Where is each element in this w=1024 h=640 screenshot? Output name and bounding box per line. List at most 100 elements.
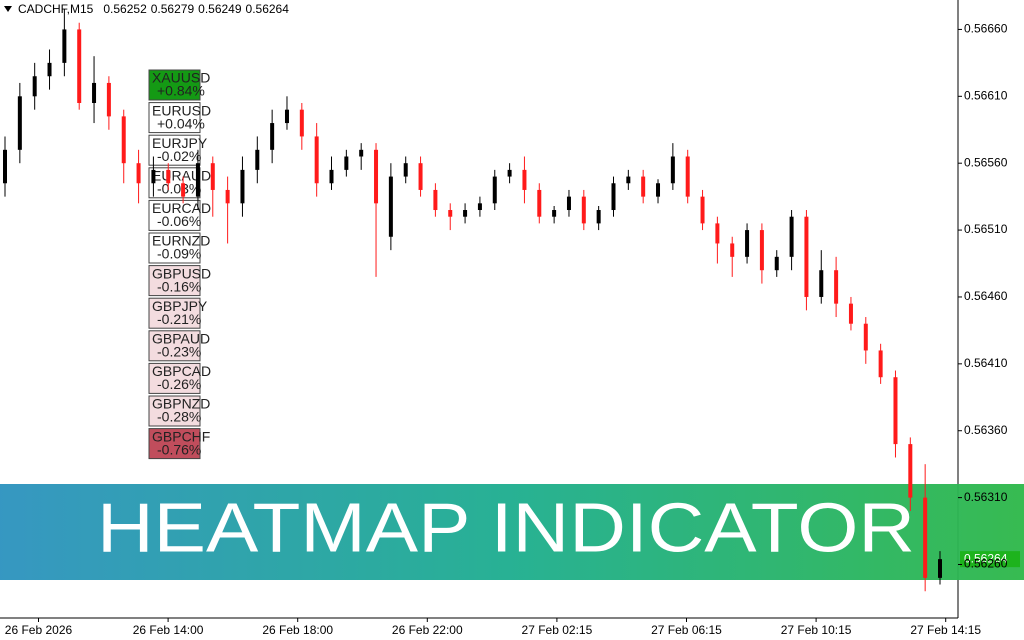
heatmap-change: +0.04%	[157, 115, 205, 131]
candle-body	[388, 176, 393, 237]
candle-body	[448, 210, 453, 217]
y-tick-label: 0.56560	[964, 155, 1008, 169]
y-tick-label: 0.56660	[964, 22, 1008, 36]
banner-title: HEATMAP INDICATOR	[97, 488, 915, 566]
candle-body	[507, 169, 512, 177]
candle-body	[195, 163, 200, 197]
candle-body	[418, 163, 423, 190]
candle-body	[403, 163, 408, 177]
y-tick-label: 0.56310	[964, 490, 1008, 504]
header-price: 0.56249	[198, 2, 242, 16]
candle-body	[700, 196, 705, 224]
candle-body	[314, 136, 319, 184]
y-tick-label: 0.56410	[964, 356, 1008, 370]
x-tick-label: 26 Feb 2026	[5, 623, 73, 637]
candle-body	[730, 243, 735, 257]
candle-body	[789, 216, 794, 257]
candle-body	[62, 29, 67, 63]
candle-body	[878, 350, 883, 378]
candle-body	[270, 123, 275, 150]
heatmap-change: -0.26%	[157, 376, 201, 392]
candle-body	[626, 176, 631, 184]
heatmap-symbol: XAUUSD	[152, 70, 210, 86]
menu-arrow[interactable]	[4, 6, 12, 12]
candle-body	[284, 109, 289, 124]
candle-body	[848, 303, 853, 324]
heatmap-cell	[148, 330, 201, 362]
y-tick-label: 0.56460	[964, 289, 1008, 303]
x-tick-label: 26 Feb 22:00	[392, 623, 463, 637]
candle-body	[181, 183, 186, 197]
heatmap-symbol: EURCAD	[152, 200, 211, 216]
candle-body	[210, 163, 215, 190]
heatmap-cell	[148, 69, 201, 101]
candle-body	[834, 270, 839, 304]
candle-body	[106, 82, 111, 117]
candle-body	[552, 210, 557, 217]
heatmap-change: -0.03%	[157, 181, 201, 197]
candle-body	[863, 323, 868, 351]
heatmap-cell	[148, 297, 201, 329]
heatmap-symbol: EURJPY	[152, 135, 208, 151]
symbol-title: CADCHF,M15	[18, 2, 94, 16]
heatmap-change: -0.76%	[157, 441, 201, 457]
candle-body	[656, 183, 661, 197]
candle-body	[255, 149, 260, 170]
candle-body	[641, 176, 646, 197]
y-tick-label: 0.56260	[964, 557, 1008, 571]
x-tick-label: 26 Feb 14:00	[133, 623, 204, 637]
x-tick-label: 26 Feb 18:00	[262, 623, 333, 637]
heatmap-symbol: GBPJPY	[152, 298, 208, 314]
heatmap-cell	[148, 428, 201, 460]
heatmap-cell	[148, 395, 201, 427]
heatmap-cell	[148, 199, 201, 231]
candle-body	[819, 270, 824, 297]
candle-body	[893, 377, 898, 445]
candle-body	[433, 189, 438, 211]
heatmap-change: -0.28%	[157, 409, 201, 425]
x-tick-label: 27 Feb 02:15	[522, 623, 593, 637]
candle-body	[670, 156, 675, 184]
candle-body	[77, 29, 82, 103]
candle-body	[47, 62, 52, 77]
candle-body	[774, 256, 779, 271]
candle-body	[923, 497, 928, 578]
heatmap-symbol: GBPAUD	[152, 331, 210, 347]
candle-body	[166, 169, 171, 184]
heatmap-symbol: EURNZD	[152, 233, 210, 249]
candle-body	[611, 183, 616, 211]
candle-body	[759, 230, 764, 271]
candle-body	[581, 196, 586, 224]
heatmap-symbol: GBPCAD	[152, 363, 211, 379]
candle-body	[374, 149, 379, 204]
banner	[0, 484, 1024, 580]
x-tick-label: 27 Feb 10:15	[781, 623, 852, 637]
candle-body	[522, 169, 527, 190]
heatmap-cell	[148, 102, 201, 134]
candle-body	[92, 82, 97, 103]
candle-body	[463, 210, 468, 217]
candle-body	[32, 76, 37, 97]
candle-body	[151, 169, 156, 184]
candle-body	[299, 109, 304, 137]
header-price: 0.56252	[103, 2, 147, 16]
candle-body	[3, 149, 7, 184]
candle-body	[359, 149, 364, 157]
candle-body	[596, 210, 601, 224]
candle-body	[329, 169, 334, 184]
candle-body	[804, 216, 809, 297]
heatmap-symbol: GBPCHF	[152, 428, 210, 444]
candle-body	[240, 169, 245, 204]
y-tick-label: 0.56610	[964, 88, 1008, 102]
candle-body	[537, 189, 542, 217]
candle-body	[225, 189, 230, 204]
heatmap-cell	[148, 232, 201, 264]
y-tick-label: 0.56360	[964, 423, 1008, 437]
candle-body	[492, 176, 497, 204]
heatmap-symbol: EURUSD	[152, 102, 211, 118]
header-price: 0.56264	[246, 2, 290, 16]
y-tick-label: 0.56510	[964, 222, 1008, 236]
x-tick-label: 27 Feb 06:15	[651, 623, 722, 637]
candle-body	[121, 116, 126, 164]
